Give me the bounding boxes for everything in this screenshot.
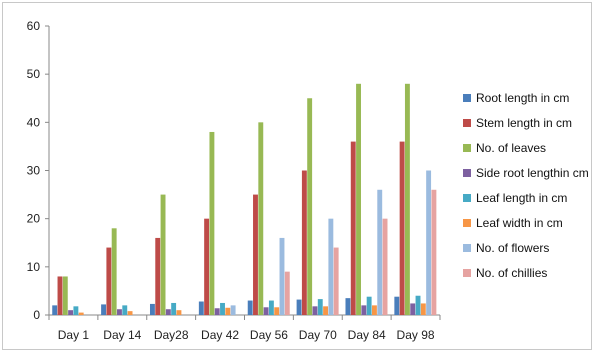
bar bbox=[247, 300, 253, 315]
bar bbox=[198, 301, 204, 315]
legend-swatch bbox=[463, 219, 471, 227]
bar bbox=[307, 98, 313, 315]
bar bbox=[312, 306, 318, 315]
y-tick-label: 50 bbox=[27, 67, 41, 81]
legend-swatch bbox=[463, 94, 471, 102]
bar bbox=[371, 305, 377, 315]
bar bbox=[382, 218, 388, 315]
y-tick-label: 10 bbox=[27, 260, 41, 274]
bar bbox=[52, 305, 58, 315]
bar bbox=[415, 295, 421, 315]
bar bbox=[149, 303, 155, 315]
bar bbox=[160, 194, 166, 315]
bar bbox=[394, 296, 400, 315]
bar bbox=[323, 306, 329, 315]
legend-swatch bbox=[463, 194, 471, 202]
bar bbox=[350, 141, 356, 315]
bar bbox=[268, 300, 274, 315]
x-tick-label: Day 1 bbox=[58, 328, 90, 342]
x-tick-label: Day 14 bbox=[103, 328, 141, 342]
x-tick-label: Day 98 bbox=[397, 328, 435, 342]
legend-swatch bbox=[463, 269, 471, 277]
bar bbox=[78, 312, 84, 315]
bar bbox=[209, 131, 215, 315]
bar bbox=[426, 170, 432, 315]
legend-label: No. of flowers bbox=[476, 241, 549, 255]
bar bbox=[122, 305, 128, 315]
legend-swatch bbox=[463, 169, 471, 177]
bar bbox=[225, 307, 231, 315]
bar bbox=[165, 309, 171, 315]
y-tick-label: 30 bbox=[27, 164, 41, 178]
bar bbox=[296, 299, 302, 315]
y-tick-label: 40 bbox=[27, 115, 41, 129]
bar bbox=[301, 170, 307, 315]
legend-label: No. of leaves bbox=[476, 141, 546, 155]
legend-label: Stem length in cm bbox=[476, 116, 572, 130]
x-tick-label: Day 42 bbox=[201, 328, 239, 342]
bar bbox=[258, 122, 264, 315]
x-tick-label: Day 56 bbox=[250, 328, 288, 342]
bar bbox=[328, 218, 334, 315]
bar bbox=[361, 305, 367, 315]
bar bbox=[214, 308, 220, 315]
bar bbox=[404, 83, 410, 315]
legend-swatch bbox=[463, 119, 471, 127]
legend-swatch bbox=[463, 244, 471, 252]
bar bbox=[62, 276, 68, 315]
bar bbox=[317, 299, 323, 315]
x-tick-label: Day 84 bbox=[348, 328, 386, 342]
bar bbox=[204, 218, 210, 315]
legend-label: Leaf length in cm bbox=[476, 191, 567, 205]
bar bbox=[127, 311, 133, 315]
chart-frame bbox=[2, 2, 592, 350]
bar bbox=[171, 302, 177, 315]
bar bbox=[155, 237, 161, 315]
x-tick-label: Day 70 bbox=[299, 328, 337, 342]
legend-swatch bbox=[463, 144, 471, 152]
bar bbox=[68, 310, 74, 315]
bar bbox=[279, 237, 285, 315]
bar bbox=[111, 228, 117, 315]
bar bbox=[399, 141, 405, 315]
bar bbox=[106, 247, 112, 315]
bar bbox=[410, 303, 416, 315]
x-tick-label: Day28 bbox=[154, 328, 189, 342]
bar bbox=[220, 302, 225, 315]
bar bbox=[176, 310, 182, 315]
bar bbox=[274, 307, 280, 315]
bar bbox=[117, 309, 122, 315]
y-tick-label: 60 bbox=[27, 19, 41, 33]
bar bbox=[73, 306, 79, 315]
bar bbox=[57, 276, 63, 315]
y-tick-label: 0 bbox=[33, 308, 40, 322]
bar bbox=[101, 304, 107, 315]
bar bbox=[356, 83, 361, 315]
bar bbox=[284, 271, 290, 315]
bar bbox=[253, 194, 258, 315]
legend-label: No. of chillies bbox=[476, 266, 547, 280]
bar bbox=[230, 305, 236, 315]
bar bbox=[333, 247, 339, 315]
bar bbox=[377, 189, 383, 315]
bar bbox=[263, 307, 269, 315]
bar bbox=[366, 296, 372, 315]
legend-label: Side root lengthin cm bbox=[476, 166, 589, 180]
legend-label: Leaf width in cm bbox=[476, 216, 563, 230]
y-tick-label: 20 bbox=[27, 212, 41, 226]
bar bbox=[345, 298, 351, 315]
bar bbox=[431, 189, 437, 315]
bar bbox=[420, 303, 426, 315]
legend-label: Root length in cm bbox=[476, 91, 569, 105]
